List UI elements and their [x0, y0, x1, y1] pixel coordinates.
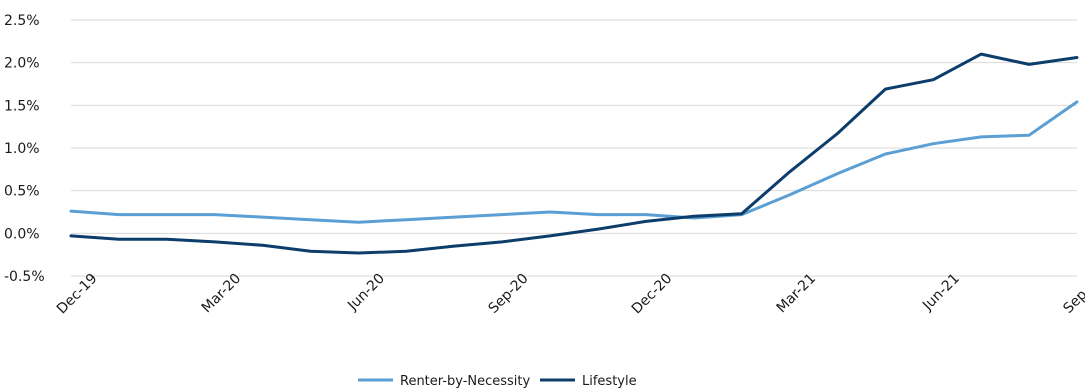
x-tick-label: Sep-21	[1060, 271, 1085, 317]
series-line-renter-by-necessity	[69, 100, 1079, 224]
y-tick-label: 1.5%	[4, 98, 40, 114]
legend-label: Lifestyle	[582, 374, 637, 389]
y-tick-label: -0.5%	[4, 269, 45, 285]
x-tick-label: Mar-21	[774, 271, 820, 317]
series-points	[70, 53, 1079, 255]
y-tick-label: 2.5%	[4, 13, 40, 29]
gridlines	[71, 19, 1077, 277]
y-tick-label: 2.0%	[4, 56, 40, 72]
series-points	[70, 100, 1079, 223]
y-tick-label: 0.5%	[4, 184, 40, 200]
x-axis-ticks: Dec-19 Mar-20 Jun-20 Sep-20 Dec-20 Mar-21 Jun-…	[54, 271, 1085, 318]
series-line-lifestyle	[69, 52, 1079, 255]
x-tick-label: Dec-19	[54, 271, 101, 318]
x-tick-label: Dec-20	[629, 271, 676, 318]
legend: Renter-by-Necessity Lifestyle	[358, 374, 637, 389]
x-tick-label: Mar-20	[199, 271, 245, 317]
x-tick-label: Jun-21	[919, 271, 963, 315]
x-tick-label: Jun-20	[344, 271, 388, 315]
x-tick-label: Sep-20	[486, 271, 532, 317]
y-tick-label: 1.0%	[4, 141, 40, 157]
y-axis-ticks: -0.5% 0.0% 0.5% 1.0% 1.5% 2.0% 2.5%	[4, 13, 45, 285]
y-tick-label: 0.0%	[4, 226, 40, 242]
series-lines	[69, 52, 1079, 255]
legend-label: Renter-by-Necessity	[400, 374, 531, 389]
